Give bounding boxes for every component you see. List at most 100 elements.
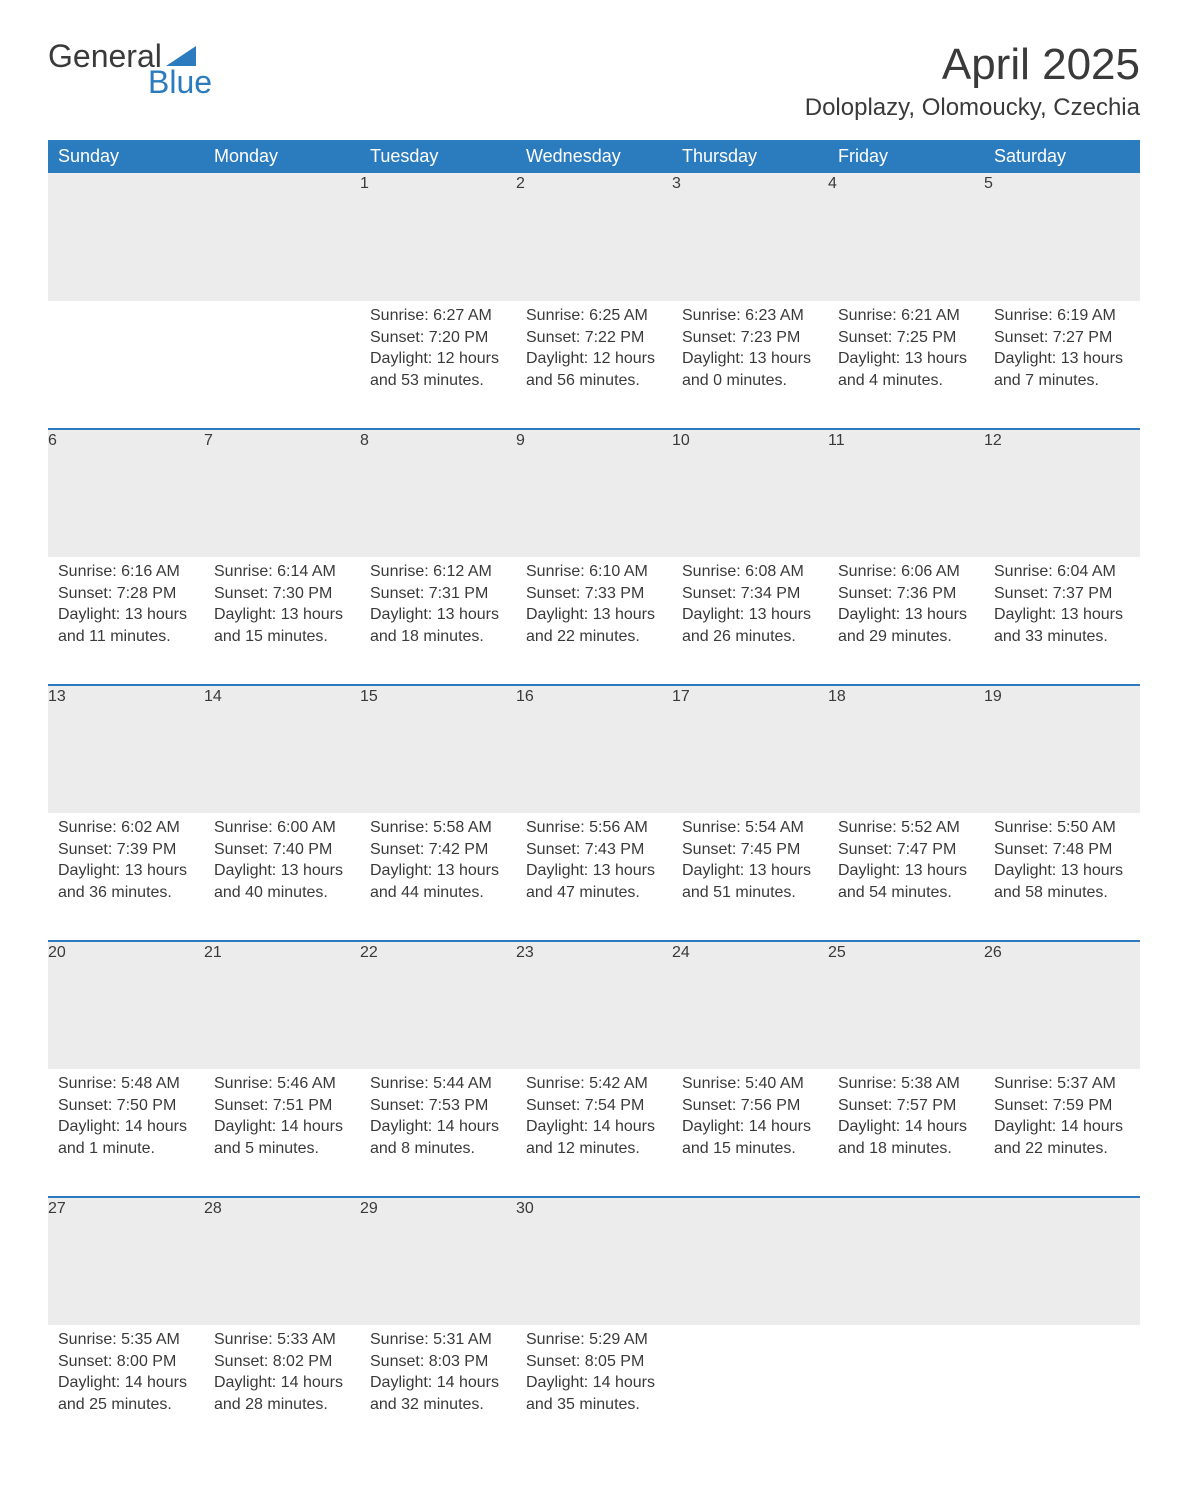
sunrise-text: Sunrise: 5:29 AM <box>526 1329 662 1351</box>
weekday-header: Thursday <box>672 140 828 173</box>
day2-text: and 25 minutes. <box>58 1394 194 1416</box>
day-cell: Sunrise: 6:08 AMSunset: 7:34 PMDaylight:… <box>672 557 828 685</box>
day1-text: Daylight: 13 hours <box>682 604 818 626</box>
sunrise-text: Sunrise: 5:44 AM <box>370 1073 506 1095</box>
day-number <box>48 173 204 301</box>
day1-text: Daylight: 13 hours <box>214 860 350 882</box>
day-cell: Sunrise: 6:04 AMSunset: 7:37 PMDaylight:… <box>984 557 1140 685</box>
day-cell: Sunrise: 5:33 AMSunset: 8:02 PMDaylight:… <box>204 1325 360 1453</box>
sunrise-text: Sunrise: 5:42 AM <box>526 1073 662 1095</box>
sunrise-text: Sunrise: 5:50 AM <box>994 817 1130 839</box>
day-cell: Sunrise: 5:46 AMSunset: 7:51 PMDaylight:… <box>204 1069 360 1197</box>
day-number: 22 <box>360 941 516 1069</box>
day1-text: Daylight: 14 hours <box>214 1372 350 1394</box>
sunrise-text: Sunrise: 6:21 AM <box>838 305 974 327</box>
day2-text: and 0 minutes. <box>682 370 818 392</box>
daynum-row: 20212223242526 <box>48 941 1140 1069</box>
sunrise-text: Sunrise: 5:46 AM <box>214 1073 350 1095</box>
day1-text: Daylight: 13 hours <box>58 860 194 882</box>
day-cell: Sunrise: 6:14 AMSunset: 7:30 PMDaylight:… <box>204 557 360 685</box>
day1-text: Daylight: 13 hours <box>526 860 662 882</box>
sunset-text: Sunset: 7:50 PM <box>58 1095 194 1117</box>
day-cell: Sunrise: 6:19 AMSunset: 7:27 PMDaylight:… <box>984 301 1140 429</box>
day-cell: Sunrise: 5:50 AMSunset: 7:48 PMDaylight:… <box>984 813 1140 941</box>
day2-text: and 33 minutes. <box>994 626 1130 648</box>
sunset-text: Sunset: 7:59 PM <box>994 1095 1130 1117</box>
sunset-text: Sunset: 7:48 PM <box>994 839 1130 861</box>
sunset-text: Sunset: 7:20 PM <box>370 327 506 349</box>
sunrise-text: Sunrise: 5:54 AM <box>682 817 818 839</box>
day-number: 6 <box>48 429 204 557</box>
day2-text: and 54 minutes. <box>838 882 974 904</box>
daybody-row: Sunrise: 6:27 AMSunset: 7:20 PMDaylight:… <box>48 301 1140 429</box>
day1-text: Daylight: 13 hours <box>526 604 662 626</box>
daybody-row: Sunrise: 6:16 AMSunset: 7:28 PMDaylight:… <box>48 557 1140 685</box>
day2-text: and 18 minutes. <box>370 626 506 648</box>
day1-text: Daylight: 13 hours <box>838 348 974 370</box>
sunset-text: Sunset: 7:47 PM <box>838 839 974 861</box>
sunset-text: Sunset: 7:25 PM <box>838 327 974 349</box>
day-cell: Sunrise: 5:29 AMSunset: 8:05 PMDaylight:… <box>516 1325 672 1453</box>
day1-text: Daylight: 14 hours <box>214 1116 350 1138</box>
sunrise-text: Sunrise: 6:25 AM <box>526 305 662 327</box>
day2-text: and 51 minutes. <box>682 882 818 904</box>
sunrise-text: Sunrise: 6:06 AM <box>838 561 974 583</box>
day-cell: Sunrise: 5:52 AMSunset: 7:47 PMDaylight:… <box>828 813 984 941</box>
day-number: 30 <box>516 1197 672 1325</box>
day-number: 4 <box>828 173 984 301</box>
day1-text: Daylight: 13 hours <box>682 348 818 370</box>
daynum-row: 27282930 <box>48 1197 1140 1325</box>
day-cell: Sunrise: 5:56 AMSunset: 7:43 PMDaylight:… <box>516 813 672 941</box>
day-cell: Sunrise: 6:12 AMSunset: 7:31 PMDaylight:… <box>360 557 516 685</box>
day-number: 21 <box>204 941 360 1069</box>
day-number: 23 <box>516 941 672 1069</box>
sunset-text: Sunset: 7:22 PM <box>526 327 662 349</box>
day-cell: Sunrise: 6:00 AMSunset: 7:40 PMDaylight:… <box>204 813 360 941</box>
logo-triangle-icon <box>166 46 196 66</box>
logo: General Blue <box>48 40 212 98</box>
day-cell <box>828 1325 984 1453</box>
day1-text: Daylight: 13 hours <box>214 604 350 626</box>
sunrise-text: Sunrise: 5:31 AM <box>370 1329 506 1351</box>
day2-text: and 56 minutes. <box>526 370 662 392</box>
day-cell: Sunrise: 6:23 AMSunset: 7:23 PMDaylight:… <box>672 301 828 429</box>
day2-text: and 36 minutes. <box>58 882 194 904</box>
sunrise-text: Sunrise: 6:08 AM <box>682 561 818 583</box>
day-number: 8 <box>360 429 516 557</box>
day-number: 9 <box>516 429 672 557</box>
page-title: April 2025 <box>805 40 1140 90</box>
sunrise-text: Sunrise: 5:35 AM <box>58 1329 194 1351</box>
day-cell: Sunrise: 5:31 AMSunset: 8:03 PMDaylight:… <box>360 1325 516 1453</box>
day1-text: Daylight: 14 hours <box>682 1116 818 1138</box>
day2-text: and 58 minutes. <box>994 882 1130 904</box>
day-number: 1 <box>360 173 516 301</box>
day1-text: Daylight: 14 hours <box>526 1116 662 1138</box>
day2-text: and 35 minutes. <box>526 1394 662 1416</box>
sunset-text: Sunset: 7:51 PM <box>214 1095 350 1117</box>
day2-text: and 7 minutes. <box>994 370 1130 392</box>
daybody-row: Sunrise: 5:48 AMSunset: 7:50 PM Daylight:… <box>48 1069 1140 1197</box>
day-cell: Sunrise: 6:21 AMSunset: 7:25 PMDaylight:… <box>828 301 984 429</box>
day-number <box>984 1197 1140 1325</box>
calendar-table: SundayMondayTuesdayWednesdayThursdayFrid… <box>48 140 1140 1453</box>
sunrise-text: Sunrise: 5:37 AM <box>994 1073 1130 1095</box>
day1-text: Daylight: 14 hours <box>370 1372 506 1394</box>
day2-text: and 1 minute. <box>58 1138 194 1160</box>
day-cell: Sunrise: 5:54 AMSunset: 7:45 PMDaylight:… <box>672 813 828 941</box>
day-number: 5 <box>984 173 1140 301</box>
day-number: 25 <box>828 941 984 1069</box>
day2-text: and 18 minutes. <box>838 1138 974 1160</box>
header: General Blue April 2025 Doloplazy, Olomo… <box>48 40 1140 122</box>
day2-text: and 28 minutes. <box>214 1394 350 1416</box>
day-cell: Sunrise: 6:27 AMSunset: 7:20 PMDaylight:… <box>360 301 516 429</box>
day-cell: Sunrise: 5:38 AMSunset: 7:57 PMDaylight:… <box>828 1069 984 1197</box>
sunrise-text: Sunrise: 5:48 AM <box>58 1073 194 1095</box>
daynum-row: 6789101112 <box>48 429 1140 557</box>
sunrise-text: Sunrise: 6:00 AM <box>214 817 350 839</box>
sunset-text: Sunset: 7:43 PM <box>526 839 662 861</box>
day1-text: Daylight: 13 hours <box>994 860 1130 882</box>
sunset-text: Sunset: 7:39 PM <box>58 839 194 861</box>
daynum-row: 13141516171819 <box>48 685 1140 813</box>
day1-text: Daylight: 14 hours <box>994 1116 1130 1138</box>
sunset-text: Sunset: 7:54 PM <box>526 1095 662 1117</box>
